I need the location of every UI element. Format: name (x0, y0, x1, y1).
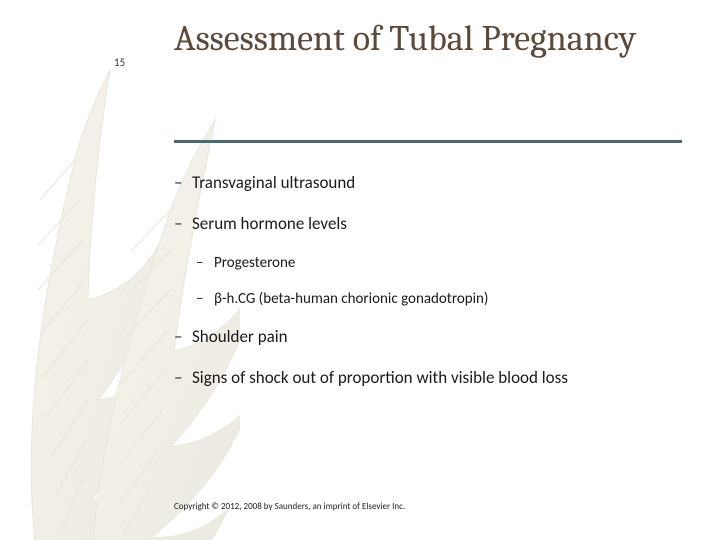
bullet-serum-hormone: Serum hormone levels (174, 213, 694, 234)
slide-number: 15 (114, 56, 125, 69)
bullet-shoulder-pain: Shoulder pain (174, 326, 694, 347)
content-area: Transvaginal ultrasound Serum hormone le… (174, 172, 694, 408)
bullet-progesterone: Progesterone (196, 254, 694, 272)
bullet-shock-signs: Signs of shock out of proportion with vi… (174, 367, 694, 388)
title-underline (174, 140, 682, 143)
bullet-beta-hcg: β-h.CG (beta-human chorionic gonadotropi… (196, 290, 694, 308)
copyright-text: Copyright © 2012, 2008 by Saunders, an i… (174, 501, 405, 512)
bullet-transvaginal: Transvaginal ultrasound (174, 172, 694, 193)
slide-title: Assessment of Tubal Pregnancy (174, 18, 674, 59)
